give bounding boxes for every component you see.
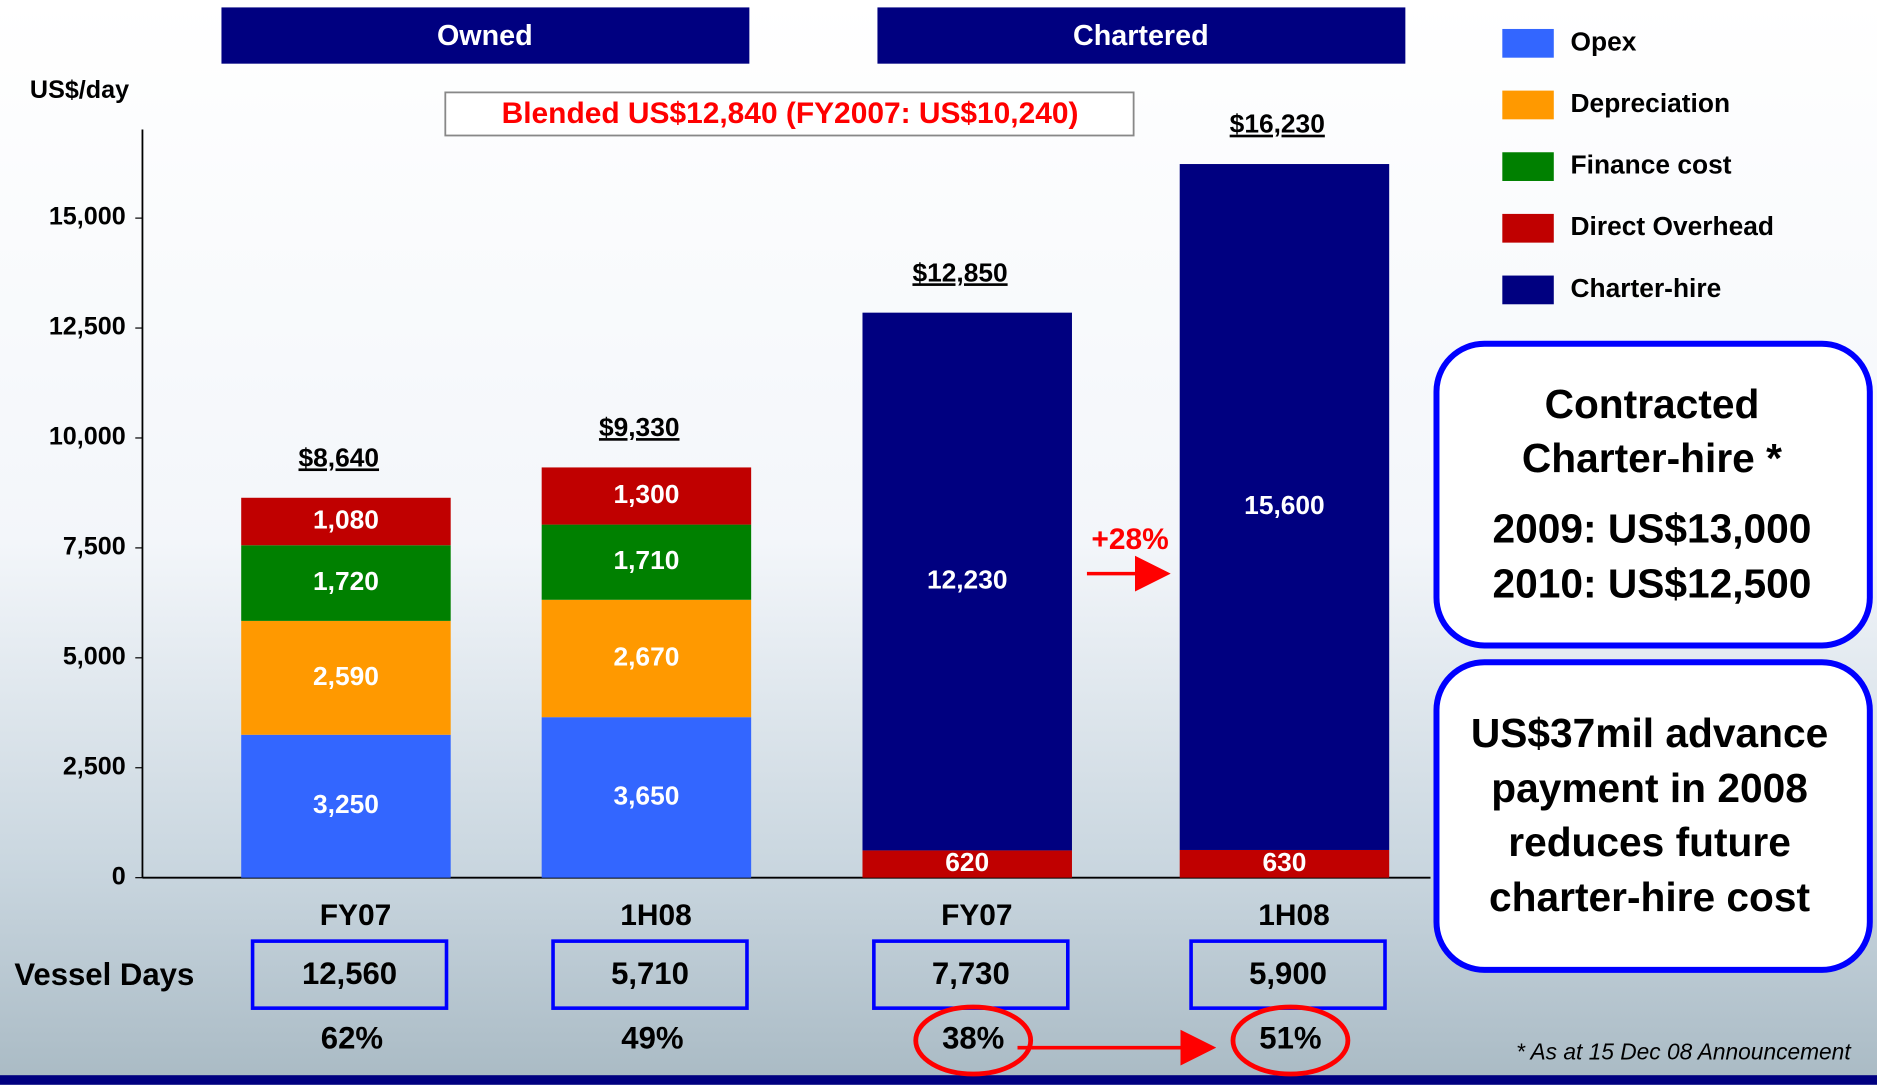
highlight — [1230, 1004, 1351, 1077]
total-label: $12,850 — [912, 257, 1007, 287]
share-label: 49% — [621, 1021, 683, 1056]
data-label: 620 — [945, 847, 989, 877]
legend-label: Opex — [1571, 26, 1637, 56]
note-text: Charter-hire * — [1522, 435, 1782, 481]
data-label: 1,080 — [313, 504, 379, 534]
share-label: 51% — [1259, 1021, 1321, 1056]
x-tick-label: 1H08 — [620, 899, 692, 932]
y-axis-label: US$/day — [30, 76, 129, 104]
x-tick-label: FY07 — [941, 899, 1012, 932]
y-tick-label: 7,500 — [63, 533, 126, 561]
bar-segment — [1179, 164, 1390, 850]
data-label: 3,650 — [613, 780, 679, 810]
total-label: $16,230 — [1230, 109, 1325, 139]
data-label: 630 — [1262, 847, 1306, 877]
bar-segment — [241, 734, 451, 878]
data-label: 1,300 — [613, 479, 679, 509]
x-tick-label: FY07 — [320, 899, 391, 932]
legend-label: Finance cost — [1571, 150, 1732, 180]
total-label: $8,640 — [299, 442, 380, 472]
note-text: payment in 2008 — [1491, 765, 1808, 811]
bar-segment — [241, 545, 451, 621]
legend-swatch — [1502, 152, 1554, 181]
share-label: 38% — [942, 1021, 1004, 1056]
row-label: Vessel Days — [14, 957, 194, 992]
legend-swatch — [1502, 275, 1554, 305]
bar-segment — [862, 850, 1072, 878]
bar-segment — [862, 312, 1072, 851]
note-text: US$37mil advance — [1471, 710, 1828, 756]
note-box — [1433, 659, 1873, 973]
legend-label: Charter-hire — [1571, 273, 1722, 303]
bar-segment — [241, 497, 451, 546]
y-tick-label: 5,000 — [63, 642, 126, 670]
bar-segment — [541, 524, 752, 600]
legend-label: Direct Overhead — [1571, 211, 1774, 241]
y-tick-label: 2,500 — [63, 752, 126, 780]
note-box — [1433, 340, 1873, 649]
highlight — [913, 1004, 1034, 1077]
annotation-box — [444, 91, 1135, 137]
bar-segment — [1179, 849, 1390, 878]
legend-swatch — [1502, 90, 1554, 120]
vessel-days: 5,710 — [611, 956, 689, 991]
y-tick-label: 10,000 — [49, 423, 126, 451]
y-tick-label: 12,500 — [49, 313, 126, 341]
group-header — [221, 7, 750, 64]
note-text: charter-hire cost — [1489, 874, 1811, 920]
data-label: 2,590 — [313, 661, 379, 691]
y-tick-label: 0 — [112, 862, 126, 890]
bar-segment — [541, 717, 752, 878]
bar-segment — [241, 620, 451, 735]
note-text: reduces future — [1508, 819, 1791, 865]
data-label: 12,230 — [927, 564, 1008, 594]
group-header — [877, 7, 1406, 64]
legend-swatch — [1502, 28, 1554, 58]
group-label: Owned — [437, 20, 533, 52]
vessel-days: 7,730 — [932, 956, 1010, 991]
data-label: 1,720 — [313, 566, 379, 596]
vessel-box — [551, 939, 749, 1010]
note-text: 2009: US$13,000 — [1492, 505, 1811, 551]
note-text: 2010: US$12,500 — [1492, 561, 1811, 607]
total-label: $9,330 — [599, 412, 680, 442]
legend-label: Depreciation — [1571, 88, 1730, 118]
y-tick-label: 15,000 — [49, 203, 126, 231]
vessel-box — [250, 939, 449, 1010]
bar-segment — [541, 467, 752, 525]
x-tick-label: 1H08 — [1258, 899, 1330, 932]
group-label: Chartered — [1073, 20, 1209, 52]
data-label: 3,250 — [313, 789, 379, 819]
annotation: +28% — [1091, 523, 1168, 556]
footer-band — [0, 1075, 1877, 1085]
legend-swatch — [1502, 213, 1554, 243]
vessel-days: 5,900 — [1249, 956, 1327, 991]
bar-segment — [541, 599, 752, 718]
footnote: * As at 15 Dec 08 Announcement — [1516, 1039, 1852, 1065]
note-text: Contracted — [1545, 381, 1760, 427]
annotation: Blended US$12,840 (FY2007: US$10,240) — [502, 97, 1079, 130]
share-label: 62% — [321, 1021, 383, 1056]
data-label: 1,710 — [613, 545, 679, 575]
data-label: 15,600 — [1244, 490, 1325, 520]
vessel-days: 12,560 — [302, 956, 397, 991]
data-label: 2,670 — [613, 641, 679, 671]
